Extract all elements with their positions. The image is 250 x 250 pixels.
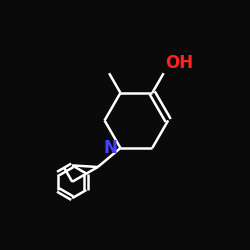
Text: N: N (103, 139, 117, 157)
Text: OH: OH (165, 54, 193, 72)
